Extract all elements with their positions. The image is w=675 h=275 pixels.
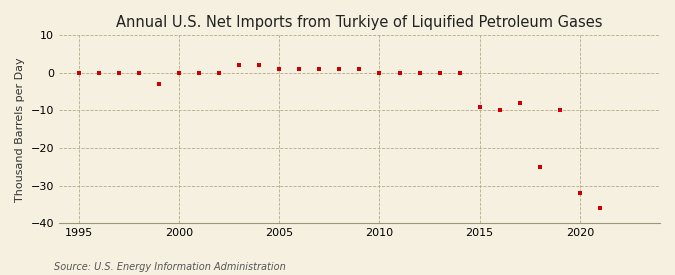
Point — [294, 67, 304, 71]
Point — [475, 104, 485, 109]
Point — [134, 71, 144, 75]
Point — [194, 71, 205, 75]
Title: Annual U.S. Net Imports from Turkiye of Liquified Petroleum Gases: Annual U.S. Net Imports from Turkiye of … — [116, 15, 603, 30]
Point — [394, 71, 405, 75]
Point — [535, 165, 545, 169]
Point — [414, 71, 425, 75]
Point — [334, 67, 345, 71]
Point — [454, 71, 465, 75]
Point — [554, 108, 565, 113]
Point — [214, 71, 225, 75]
Point — [595, 206, 605, 210]
Text: Source: U.S. Energy Information Administration: Source: U.S. Energy Information Administ… — [54, 262, 286, 272]
Point — [234, 63, 244, 68]
Point — [514, 101, 525, 105]
Point — [354, 67, 365, 71]
Point — [314, 67, 325, 71]
Point — [94, 71, 105, 75]
Point — [494, 108, 505, 113]
Point — [173, 71, 184, 75]
Point — [274, 67, 285, 71]
Point — [254, 63, 265, 68]
Y-axis label: Thousand Barrels per Day: Thousand Barrels per Day — [15, 57, 25, 202]
Point — [113, 71, 124, 75]
Point — [74, 71, 84, 75]
Point — [574, 191, 585, 195]
Point — [154, 82, 165, 86]
Point — [374, 71, 385, 75]
Point — [434, 71, 445, 75]
